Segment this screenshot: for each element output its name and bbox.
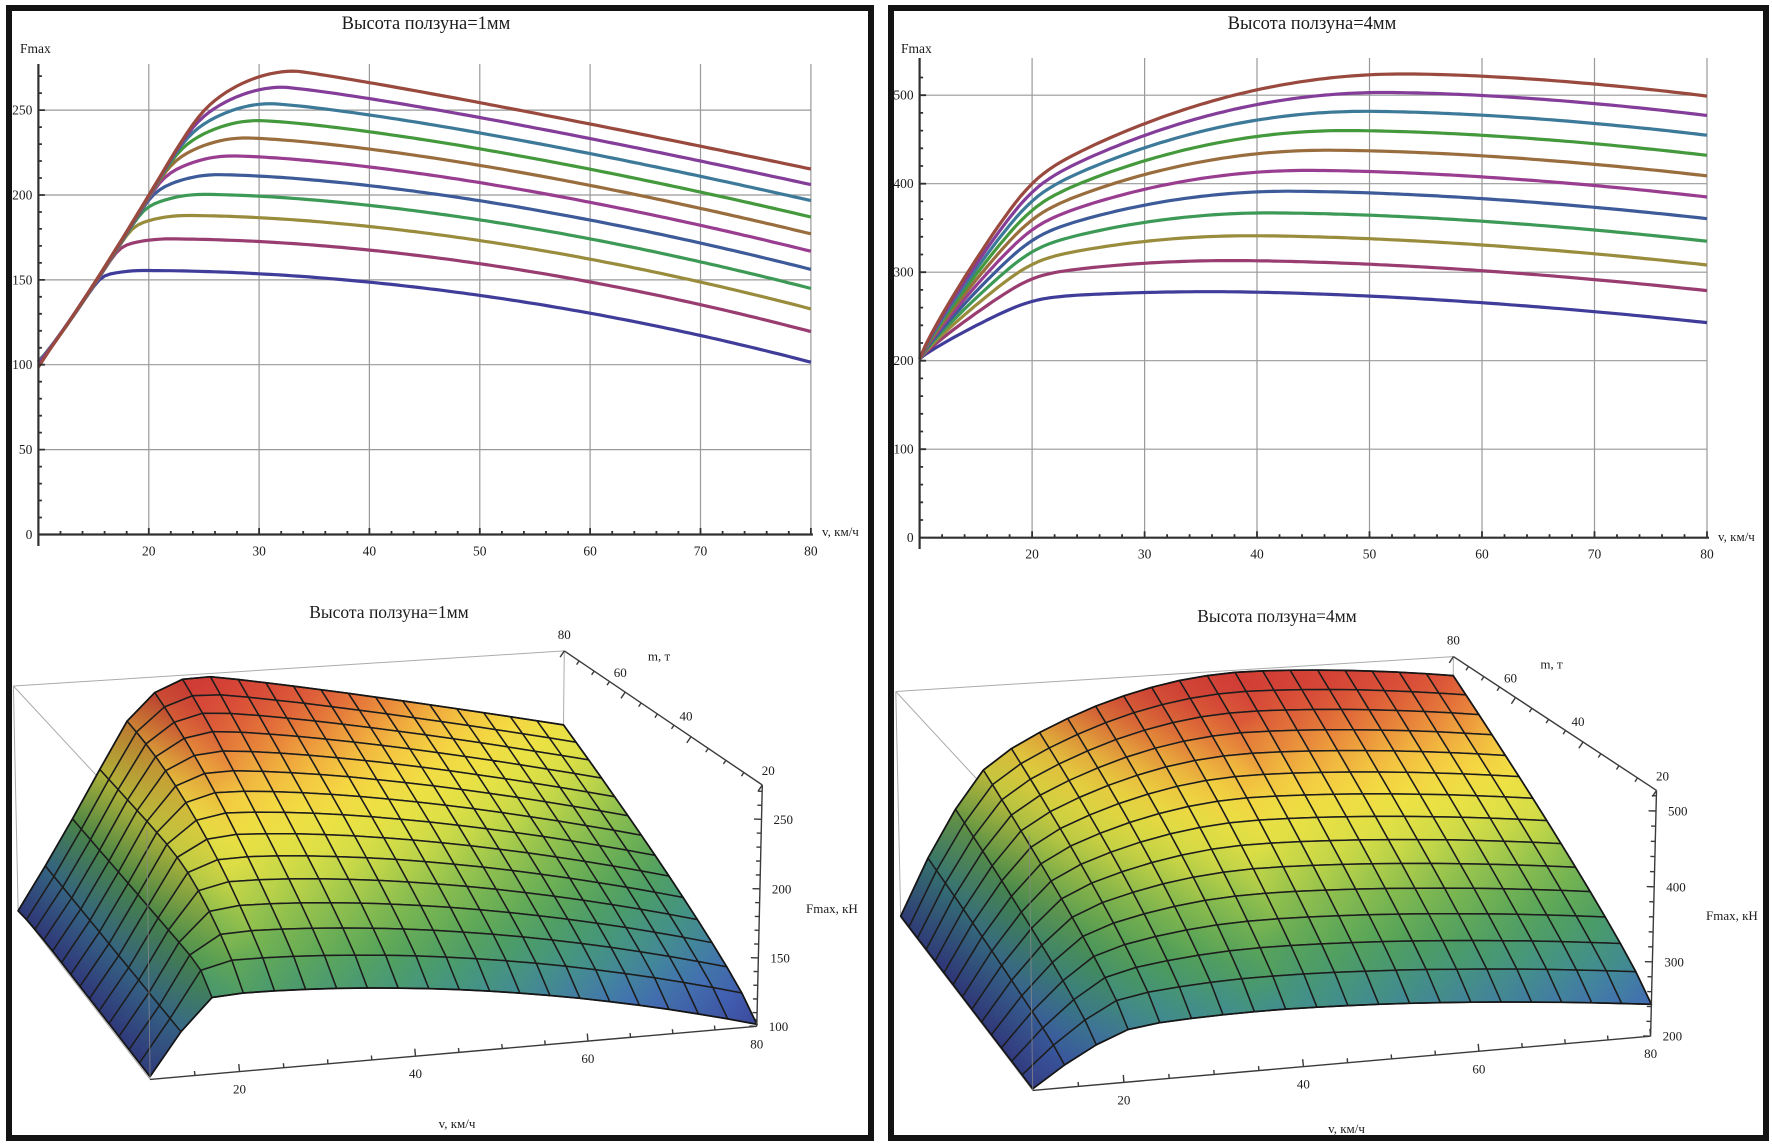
svg-text:250: 250 xyxy=(12,103,33,118)
svg-text:300: 300 xyxy=(1664,954,1684,969)
svg-text:150: 150 xyxy=(12,272,33,287)
svg-text:80: 80 xyxy=(1644,1046,1657,1061)
svg-text:0: 0 xyxy=(26,527,33,542)
svg-text:20: 20 xyxy=(762,763,775,778)
svg-text:100: 100 xyxy=(893,442,914,457)
svg-text:40: 40 xyxy=(1250,547,1264,562)
svg-text:20: 20 xyxy=(1025,547,1039,562)
svg-text:v, км/ч: v, км/ч xyxy=(822,524,859,539)
svg-text:400: 400 xyxy=(893,176,914,191)
svg-text:Высота ползуна=1мм: Высота ползуна=1мм xyxy=(342,14,511,34)
svg-text:80: 80 xyxy=(804,544,818,559)
svg-text:v, км/ч: v, км/ч xyxy=(1328,1121,1365,1136)
svg-text:80: 80 xyxy=(750,1036,763,1051)
svg-text:40: 40 xyxy=(1297,1077,1310,1092)
svg-text:m, т: m, т xyxy=(648,649,671,664)
svg-text:40: 40 xyxy=(363,544,377,559)
svg-text:80: 80 xyxy=(1447,633,1460,648)
svg-text:70: 70 xyxy=(1588,547,1602,562)
svg-text:20: 20 xyxy=(1656,768,1669,783)
svg-text:80: 80 xyxy=(1700,547,1714,562)
svg-text:20: 20 xyxy=(1117,1092,1130,1107)
svg-text:Высота ползуна=1мм: Высота ползуна=1мм xyxy=(309,602,469,622)
svg-text:v, км/ч: v, км/ч xyxy=(1718,529,1755,544)
svg-text:Fmax: Fmax xyxy=(901,41,932,56)
svg-text:250: 250 xyxy=(774,812,794,827)
svg-text:40: 40 xyxy=(1572,714,1585,729)
svg-text:60: 60 xyxy=(1504,671,1517,686)
svg-text:0: 0 xyxy=(907,530,914,545)
svg-text:60: 60 xyxy=(581,1051,594,1066)
svg-text:m, т: m, т xyxy=(1540,657,1563,672)
svg-text:150: 150 xyxy=(770,950,790,965)
svg-text:Высота ползуна=4мм: Высота ползуна=4мм xyxy=(1197,606,1357,626)
svg-text:100: 100 xyxy=(12,357,33,372)
svg-text:20: 20 xyxy=(233,1082,246,1097)
svg-text:200: 200 xyxy=(1663,1029,1683,1044)
svg-text:200: 200 xyxy=(12,188,33,203)
svg-text:Высота ползуна=4мм: Высота ползуна=4мм xyxy=(1228,14,1397,34)
svg-text:80: 80 xyxy=(558,627,571,642)
svg-text:500: 500 xyxy=(893,88,914,103)
svg-text:70: 70 xyxy=(694,544,708,559)
svg-text:60: 60 xyxy=(1475,547,1489,562)
svg-text:50: 50 xyxy=(473,544,487,559)
svg-text:500: 500 xyxy=(1668,804,1688,819)
svg-text:20: 20 xyxy=(142,544,156,559)
svg-text:60: 60 xyxy=(1472,1061,1485,1076)
svg-text:Fmax: Fmax xyxy=(20,41,51,56)
svg-text:60: 60 xyxy=(614,665,627,680)
svg-text:400: 400 xyxy=(1666,879,1686,894)
svg-text:30: 30 xyxy=(252,544,266,559)
svg-text:40: 40 xyxy=(409,1066,422,1081)
svg-text:200: 200 xyxy=(772,881,792,896)
svg-text:50: 50 xyxy=(19,442,33,457)
svg-text:100: 100 xyxy=(769,1019,789,1034)
svg-text:40: 40 xyxy=(680,709,693,724)
svg-text:200: 200 xyxy=(893,353,914,368)
svg-text:60: 60 xyxy=(583,544,597,559)
svg-text:v, км/ч: v, км/ч xyxy=(439,1116,476,1131)
svg-text:Fmax, кН: Fmax, кН xyxy=(806,901,858,916)
svg-text:Fmax, кН: Fmax, кН xyxy=(1706,908,1758,923)
svg-text:300: 300 xyxy=(893,265,914,280)
svg-text:50: 50 xyxy=(1363,547,1377,562)
svg-text:30: 30 xyxy=(1138,547,1152,562)
